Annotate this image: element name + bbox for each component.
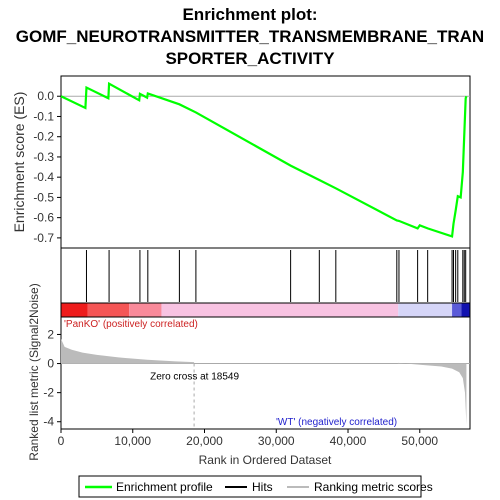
es-panel-frame [60,75,471,249]
ranking-bar-segment [398,303,453,317]
x-tick-label: 40,000 [330,434,367,448]
negative-correlation-label: 'WT' (negatively correlated) [276,417,397,428]
es-panel: 0.0 -0.1 -0.2 -0.3 -0.4 -0.5 -0.6 -0.7 Enrichme… [11,75,471,249]
metric-y-tick-label: -2 [43,386,54,400]
metric-y-tick-label: 0 [47,357,54,371]
ranking-bar-segment [129,303,162,317]
es-y-tick-label: -0.5 [33,190,54,204]
x-tick-label: 20,000 [186,434,223,448]
metric-x-ticks: 0 10,000 20,000 30,000 40,000 50,000 [58,429,438,448]
hits-panel-frame [60,247,471,304]
positive-correlation-label: 'PanKO' (positively correlated) [64,319,198,330]
metric-panel: Zero cross at 18549 'PanKO' (positively … [27,283,471,467]
metric-y-ticks: 2 0 -2 -4 [43,327,61,429]
es-y-tick-label: -0.4 [33,170,54,184]
chart-title-line-1: Enrichment plot: [182,5,317,24]
chart-title-line-2: GOMF_NEUROTRANSMITTER_TRANSMEMBRANE_TRAN [16,27,484,46]
ranking-bar-segment [61,303,88,317]
legend-hits-label: Hits [252,480,273,494]
es-y-tick-label: -0.3 [33,150,54,164]
metric-y-tick-label: 2 [47,327,54,341]
legend-frame [78,475,422,498]
x-axis-label: Rank in Ordered Dataset [199,453,332,467]
es-y-tick-label: -0.1 [33,109,54,123]
es-y-ticks: 0.0 -0.1 -0.2 -0.3 -0.4 -0.5 -0.6 -0.7 [33,89,61,245]
ranking-bar-segments [61,303,470,317]
es-y-tick-label: -0.6 [33,211,54,225]
ranking-bar-segment [161,303,399,317]
es-y-tick-label: -0.7 [33,231,54,245]
metric-y-axis-label: Ranked list metric (Signal2Noise) [27,283,41,460]
es-y-axis-label: Enrichment score (ES) [11,92,27,233]
chart-title-line-3: SPORTER_ACTIVITY [165,49,335,68]
x-tick-label: 0 [58,434,65,448]
x-tick-label: 50,000 [401,434,438,448]
legend-enrichment-profile-label: Enrichment profile [116,480,213,494]
ranking-bar-segment [87,303,130,317]
es-y-tick-label: 0.0 [37,89,54,103]
ranking-color-bar [60,302,471,318]
ranking-bar-segment [452,303,462,317]
metric-panel-frame [60,316,471,430]
legend-ranking-metric-label: Ranking metric scores [314,480,433,494]
ranking-bar-segment [461,303,470,317]
metric-y-tick-label: -4 [43,415,54,429]
enrichment-profile-line [60,81,468,238]
zero-cross-label: Zero cross at 18549 [150,372,239,383]
x-tick-label: 30,000 [258,434,295,448]
x-tick-label: 10,000 [114,434,151,448]
hit-marks [85,250,467,302]
legend: Enrichment profile Hits Ranking metric s… [78,475,433,498]
hits-panel [60,247,471,304]
es-y-tick-label: -0.2 [33,130,54,144]
